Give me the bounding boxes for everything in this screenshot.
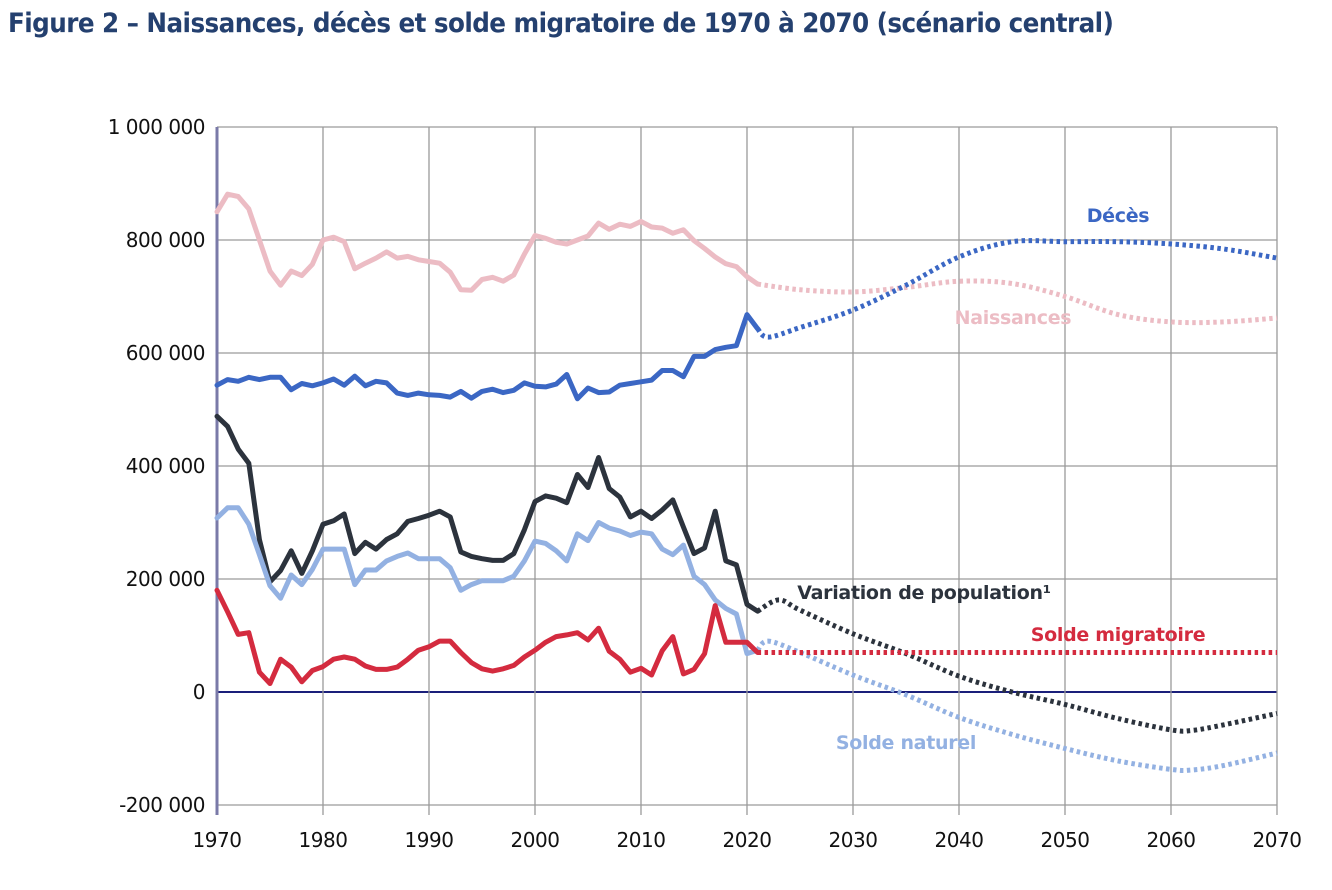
- series-naissances-projection: [757, 278, 1278, 326]
- series-label-variation-de-population: Variation de population¹: [797, 582, 1051, 604]
- grid: [215, 126, 1278, 815]
- y-tick-label: 800 000: [126, 228, 205, 252]
- x-tick-label: 2000: [511, 828, 560, 852]
- x-tick-label: 2050: [1041, 828, 1090, 852]
- x-tick-label: 2010: [617, 828, 666, 852]
- y-tick-label: -200 000: [119, 793, 205, 817]
- x-tick-label: 1980: [299, 828, 348, 852]
- x-tick-label: 2060: [1147, 828, 1196, 852]
- x-axis-ticks: 1970 1980 1990 2000 2010 2020 2030 2040 2050 2060…: [193, 828, 1302, 852]
- y-tick-label: 200 000: [126, 567, 205, 591]
- series-labels: Naissances Décès Variation de population¹ S…: [797, 205, 1205, 754]
- x-tick-label: 2070: [1253, 828, 1302, 852]
- series-naissances-observed: [214, 191, 761, 293]
- series-label-solde-naturel: Solde naturel: [836, 732, 976, 754]
- series-solde-naturel-projection: [755, 638, 1278, 773]
- series-solde-naturel-observed: [214, 505, 761, 657]
- x-tick-label: 1970: [193, 828, 242, 852]
- x-tick-label: 1990: [405, 828, 454, 852]
- series-lines: [214, 191, 1278, 773]
- x-tick-label: 2040: [935, 828, 984, 852]
- y-tick-label: 0: [193, 680, 205, 704]
- series-variation-de-population-projection: [756, 597, 1278, 734]
- series-deces-observed: [214, 312, 761, 402]
- figure-title: Figure 2 – Naissances, décès et solde mi…: [8, 8, 1114, 39]
- series-label-deces: Décès: [1087, 205, 1150, 227]
- series-label-naissances: Naissances: [955, 307, 1072, 329]
- series-deces-projection: [755, 238, 1278, 340]
- y-tick-label: 400 000: [126, 454, 205, 478]
- series-solde-migratoire-observed: [214, 587, 761, 686]
- x-tick-label: 2030: [829, 828, 878, 852]
- y-axis-ticks: 1 000 000 800 000 600 000 400 000 200 000 0 -2…: [108, 115, 206, 817]
- y-tick-label: 1 000 000: [108, 115, 205, 139]
- y-tick-label: 600 000: [126, 341, 205, 365]
- x-tick-label: 2020: [723, 828, 772, 852]
- series-label-solde-migratoire: Solde migratoire: [1031, 624, 1206, 646]
- series-variation-de-population-observed: [214, 413, 761, 614]
